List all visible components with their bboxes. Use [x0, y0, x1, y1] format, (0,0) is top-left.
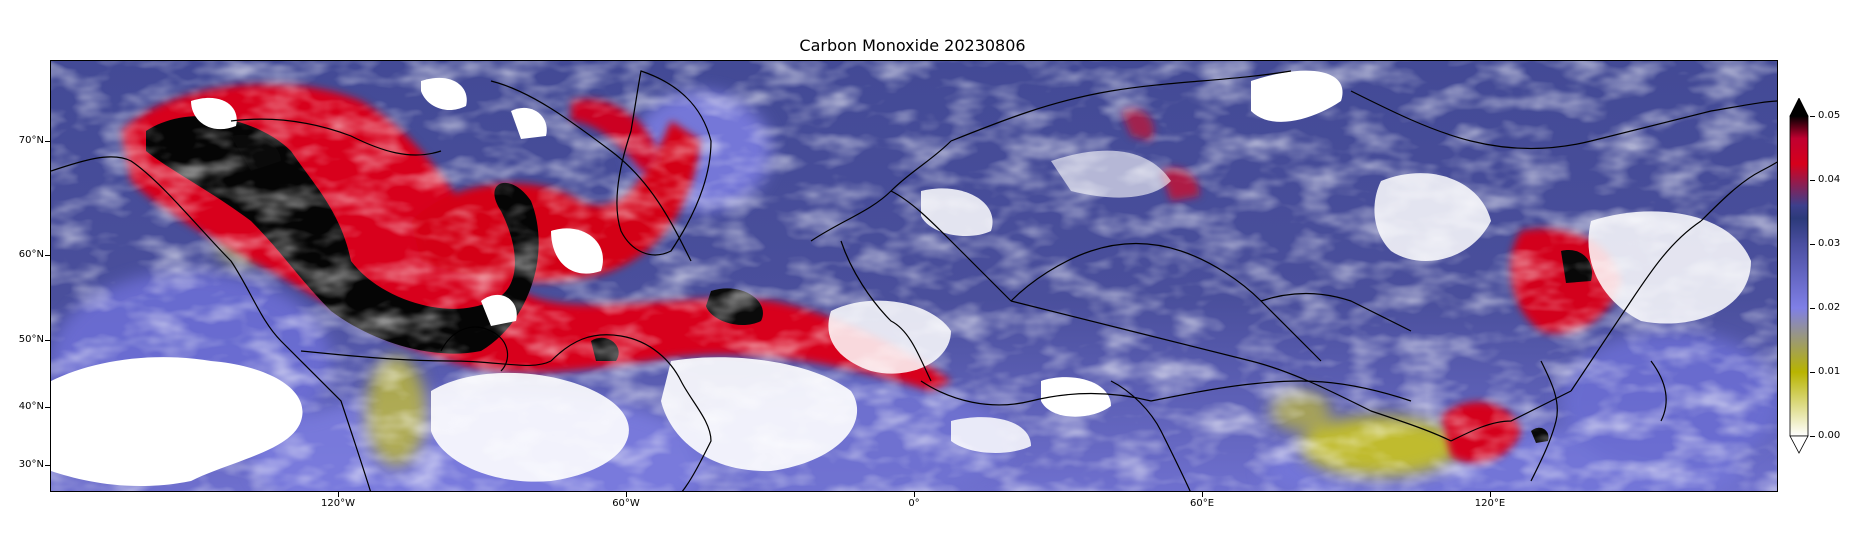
colorbar — [1789, 98, 1809, 454]
lon-tick-0 — [914, 492, 915, 497]
lon-tick-120w — [338, 492, 339, 497]
lon-tick-60w — [626, 492, 627, 497]
cbar-tick-004 — [1810, 180, 1815, 181]
cbar-label-005: 0.05 — [1818, 110, 1841, 121]
lon-label-60w: 60°W — [612, 498, 640, 509]
cbar-label-004: 0.04 — [1818, 174, 1841, 185]
lat-label-50n: 50°N — [18, 334, 44, 345]
lon-label-60e: 60°E — [1189, 498, 1215, 509]
cbar-tick-002 — [1810, 308, 1815, 309]
colorbar-extend-max — [1789, 98, 1809, 117]
coastlines-and-borders — [51, 70, 1777, 491]
cbar-label-003: 0.03 — [1818, 238, 1841, 249]
cbar-label-002: 0.02 — [1818, 302, 1841, 313]
colorbar-extend-min — [1789, 435, 1809, 454]
data-speckle-texture — [51, 61, 1777, 491]
lat-tick-60n — [45, 255, 50, 256]
colorbar-gradient — [1789, 115, 1809, 437]
cbar-label-000: 0.00 — [1818, 430, 1841, 441]
map-title: Carbon Monoxide 20230806 — [799, 36, 1026, 55]
cbar-tick-003 — [1810, 244, 1815, 245]
lat-label-30n: 30°N — [18, 459, 44, 470]
cbar-tick-000 — [1810, 436, 1815, 437]
map-area — [50, 60, 1778, 492]
cbar-tick-001 — [1810, 372, 1815, 373]
lat-label-60n: 60°N — [18, 249, 44, 260]
lon-label-120w: 120°W — [321, 498, 355, 509]
lon-tick-120e — [1490, 492, 1491, 497]
lon-label-0: 0° — [908, 498, 920, 509]
cbar-tick-005 — [1810, 116, 1815, 117]
co-concentration-map — [51, 61, 1777, 491]
lat-tick-50n — [45, 340, 50, 341]
lat-label-70n: 70°N — [18, 135, 44, 146]
lat-label-40n: 40°N — [18, 401, 44, 412]
lat-tick-40n — [45, 407, 50, 408]
lat-tick-70n — [45, 141, 50, 142]
cbar-label-001: 0.01 — [1818, 366, 1841, 377]
lon-label-120e: 120°E — [1474, 498, 1506, 509]
lat-tick-30n — [45, 465, 50, 466]
lon-tick-60e — [1202, 492, 1203, 497]
